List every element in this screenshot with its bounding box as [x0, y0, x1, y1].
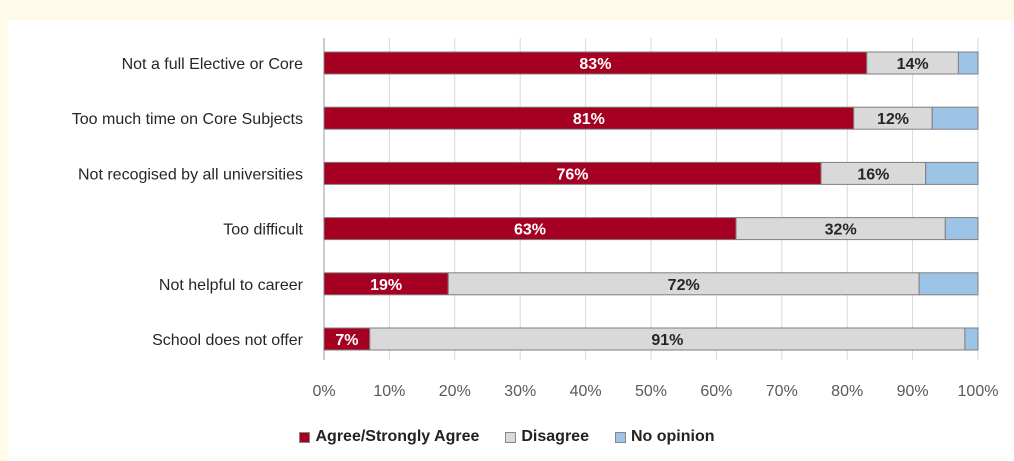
bar-segment	[964, 327, 979, 351]
data-label: 81%	[573, 111, 605, 128]
data-label: 63%	[514, 222, 546, 239]
gridlines	[323, 38, 979, 360]
category-label: Not a full Elective or Core	[122, 56, 304, 73]
data-label: 19%	[370, 277, 402, 294]
legend-swatch-agree	[299, 431, 311, 443]
x-tick-labels: 0% 10% 20% 30% 40% 50% 60% 70% 80% 90% 100%	[312, 383, 998, 400]
x-tick-label: 80%	[831, 383, 863, 400]
x-tick-label: 30%	[504, 383, 536, 400]
legend: Agree/Strongly Agree Disagree No opinion	[0, 428, 1014, 446]
category-label: Not recogised by all universities	[78, 166, 303, 183]
data-label: 16%	[857, 166, 889, 183]
data-label: 7%	[335, 332, 358, 349]
x-tick-label: 70%	[766, 383, 798, 400]
legend-item-agree: Agree/Strongly Agree	[299, 428, 479, 446]
legend-swatch-no-opinion	[614, 431, 626, 443]
data-label: 32%	[825, 222, 857, 239]
legend-item-disagree: Disagree	[505, 428, 589, 446]
x-tick-label: 20%	[439, 383, 471, 400]
category-labels: Not a full Elective or Core Too much time…	[72, 56, 304, 349]
bar-segment	[931, 106, 979, 130]
x-tick-label: 10%	[373, 383, 405, 400]
legend-swatch-disagree	[505, 431, 517, 443]
bar-group: 83% 14% 81% 12% 76% 16% 63% 32% 19% 72% 7% 91%	[323, 51, 979, 351]
x-tick-label: 50%	[635, 383, 667, 400]
data-label: 72%	[668, 277, 700, 294]
legend-label-disagree: Disagree	[521, 428, 589, 445]
category-label: Too difficult	[223, 222, 303, 239]
x-tick-label: 90%	[897, 383, 929, 400]
bar-segment	[944, 217, 979, 241]
legend-item-no-opinion: No opinion	[614, 428, 715, 446]
data-label: 83%	[579, 56, 611, 73]
chart-panel	[8, 20, 1014, 461]
data-label: 91%	[651, 332, 683, 349]
data-label: 12%	[877, 111, 909, 128]
x-tick-label: 100%	[958, 383, 999, 400]
bar-segment	[918, 272, 979, 296]
category-label: School does not offer	[152, 332, 304, 349]
data-label: 14%	[897, 56, 929, 73]
data-label: 76%	[557, 166, 589, 183]
x-tick-label: 60%	[700, 383, 732, 400]
legend-label-no-opinion: No opinion	[630, 428, 715, 445]
x-tick-label: 0%	[312, 383, 335, 400]
legend-label-agree: Agree/Strongly Agree	[315, 428, 480, 445]
category-label: Not helpful to career	[159, 277, 304, 294]
bar-segment	[925, 161, 979, 185]
bar-segment	[957, 51, 979, 75]
category-label: Too much time on Core Subjects	[72, 111, 303, 128]
x-tick-label: 40%	[570, 383, 602, 400]
